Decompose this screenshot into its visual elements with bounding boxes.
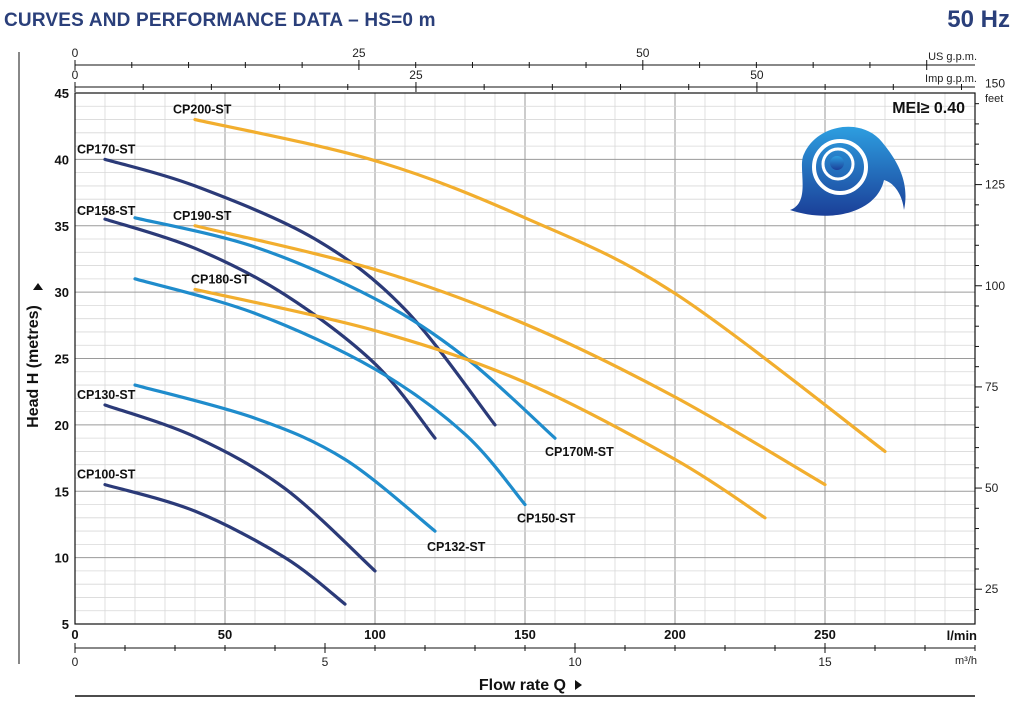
x-tick-label: 100 (364, 627, 386, 642)
feet-tick-label: 100 (985, 279, 1005, 293)
feet-tick-label: 75 (985, 380, 999, 394)
feet-unit-label: feet (985, 93, 1003, 105)
curve-label: CP200-ST (173, 103, 232, 117)
curve-label: CP158-ST (77, 204, 136, 218)
y-tick-label: 10 (55, 551, 69, 566)
feet-tick-label: 50 (985, 481, 999, 495)
curve-group (103, 117, 887, 606)
m3h-tick-label: 5 (322, 655, 329, 669)
m3h-tick-label: 15 (818, 655, 832, 669)
imp-gpm-tick-label: 25 (409, 68, 423, 82)
curve-label: CP100-ST (77, 468, 136, 482)
mei-label: MEI≥ 0.40 (892, 100, 965, 117)
y-tick-label: 45 (55, 86, 69, 101)
curve-label: CP130-ST (77, 388, 136, 402)
us-gpm-tick-label: 0 (72, 46, 79, 60)
y-tick-label: 20 (55, 418, 69, 433)
curve-cp158-st (103, 217, 437, 440)
y-tick-label: 5 (62, 617, 69, 632)
imp-gpm-tick-label: 0 (72, 68, 79, 82)
plot-frame (74, 92, 976, 625)
curve-label: CP190-ST (173, 209, 232, 223)
curve-label: CP170-ST (77, 142, 136, 156)
feet-tick-label: 125 (985, 178, 1005, 192)
x-tick-label: 200 (664, 627, 686, 642)
x-tick-label: 50 (218, 627, 232, 642)
m3h-unit-label: m³/h (955, 655, 977, 667)
y-tick-label: 30 (55, 285, 69, 300)
feet-tick-label: 25 (985, 582, 999, 596)
curve-cp200-st (193, 117, 887, 454)
triangle-up-icon (33, 283, 43, 290)
imp-gpm-tick-label: 50 (750, 68, 764, 82)
m3h-tick-label: 0 (72, 655, 79, 669)
triangle-right-icon (575, 680, 582, 690)
x-tick-label: 150 (514, 627, 536, 642)
y-tick-label: 15 (55, 484, 69, 499)
curve-cp170m-st (133, 216, 557, 440)
m3h-tick-label: 10 (568, 655, 582, 669)
y-axis-title: Head H (metres) (25, 305, 42, 428)
curve-cp132-st (133, 383, 437, 533)
us-gpm-tick-label: 50 (636, 46, 650, 60)
feet-tick-label: 150 (985, 76, 1005, 90)
y-tick-label: 35 (55, 219, 69, 234)
imp-gpm-unit-label: Imp g.p.m. (925, 73, 977, 85)
curve-cp180-st (193, 287, 767, 520)
x-tick-label: 0 (71, 627, 78, 642)
frequency-label: 50 Hz (947, 6, 1010, 33)
swirl-logo-icon (790, 126, 906, 216)
curve-label: CP180-ST (191, 272, 250, 286)
curve-cp130-st (103, 403, 377, 573)
curve-cp150-st (133, 277, 527, 507)
us-gpm-tick-label: 25 (352, 46, 366, 60)
axes-group (18, 52, 982, 697)
curve-cp100-st (103, 483, 347, 606)
curve-label: CP150-ST (517, 512, 576, 526)
curve-label: CP132-ST (427, 540, 486, 554)
y-tick-label: 40 (55, 152, 69, 167)
labels-group: US g.p.m. Imp g.p.m. feet l/min m³/h Hea… (25, 46, 1005, 694)
lmin-unit-label: l/min (947, 628, 977, 643)
x-axis-title: Flow rate Q (479, 677, 566, 694)
page-title: CURVES AND PERFORMANCE DATA – HS=0 m (4, 10, 436, 31)
chart-header: CURVES AND PERFORMANCE DATA – HS=0 m 50 … (0, 0, 1024, 40)
y-tick-label: 25 (55, 352, 69, 367)
us-gpm-unit-label: US g.p.m. (928, 51, 977, 63)
curve-cp170-st (103, 157, 497, 427)
curve-cp190-st (193, 224, 827, 487)
x-tick-label: 250 (814, 627, 836, 642)
curve-label: CP170M-ST (545, 445, 614, 459)
